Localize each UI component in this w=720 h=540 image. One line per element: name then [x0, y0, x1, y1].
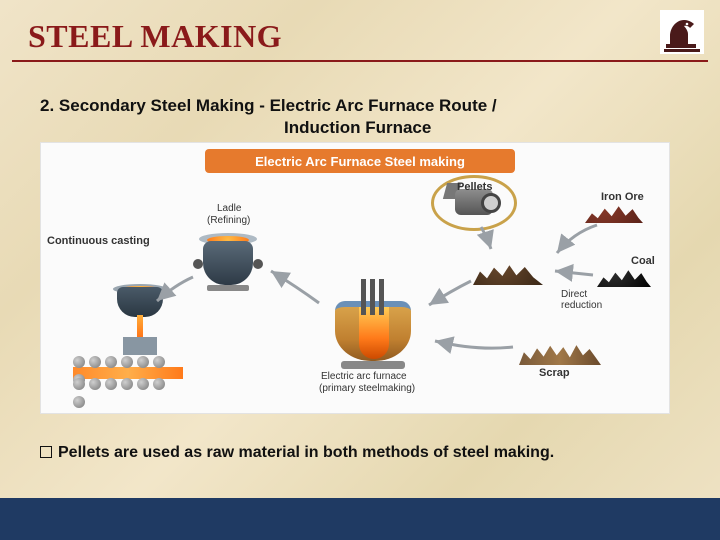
bullet-text: Pellets are used as raw material in both… — [58, 444, 554, 461]
label-eaf-2: (primary steelmaking) — [319, 383, 415, 394]
label-ladle-2: (Refining) — [207, 215, 250, 226]
section-subtitle-line1: 2. Secondary Steel Making - Electric Arc… — [40, 96, 497, 116]
arrow-coal-to-dri — [551, 263, 595, 283]
label-direct-reduction: Direct reduction — [561, 289, 602, 311]
section-subtitle-line2: Induction Furnace — [284, 118, 431, 138]
bullet-box-icon — [40, 446, 52, 458]
page-title: STEEL MAKING — [28, 18, 282, 55]
label-pellets: Pellets — [457, 181, 492, 193]
label-scrap: Scrap — [539, 367, 570, 379]
arrow-scrap-to-eaf — [431, 333, 517, 357]
ladle-icon — [197, 221, 259, 291]
scrap-pile-icon — [519, 329, 601, 365]
slide: STEEL MAKING 2. Secondary Steel Making -… — [0, 0, 720, 540]
arrow-pellets-to-dri — [473, 225, 497, 253]
arrow-eaf-to-ladle — [267, 267, 323, 307]
diagram-banner: Electric Arc Furnace Steel making — [205, 149, 515, 173]
arrow-ladle-to-casting — [153, 275, 197, 305]
process-diagram: Electric Arc Furnace Steel making Pellet… — [40, 142, 670, 414]
dri-pile-icon — [473, 251, 543, 285]
electric-arc-furnace-icon — [325, 279, 421, 369]
footer-bar — [0, 498, 720, 540]
label-ladle-1: Ladle — [217, 203, 241, 214]
bullet-line: Pellets are used as raw material in both… — [40, 444, 554, 462]
label-eaf-1: Electric arc furnace — [321, 371, 407, 382]
arrow-dri-to-eaf — [425, 279, 475, 309]
title-underline — [12, 60, 708, 62]
arrow-ironore-to-dri — [553, 223, 601, 259]
label-casting: Continuous casting — [47, 235, 150, 247]
knight-icon — [660, 10, 704, 54]
company-logo — [660, 10, 704, 54]
label-coal: Coal — [631, 255, 655, 267]
label-iron-ore: Iron Ore — [601, 191, 644, 203]
